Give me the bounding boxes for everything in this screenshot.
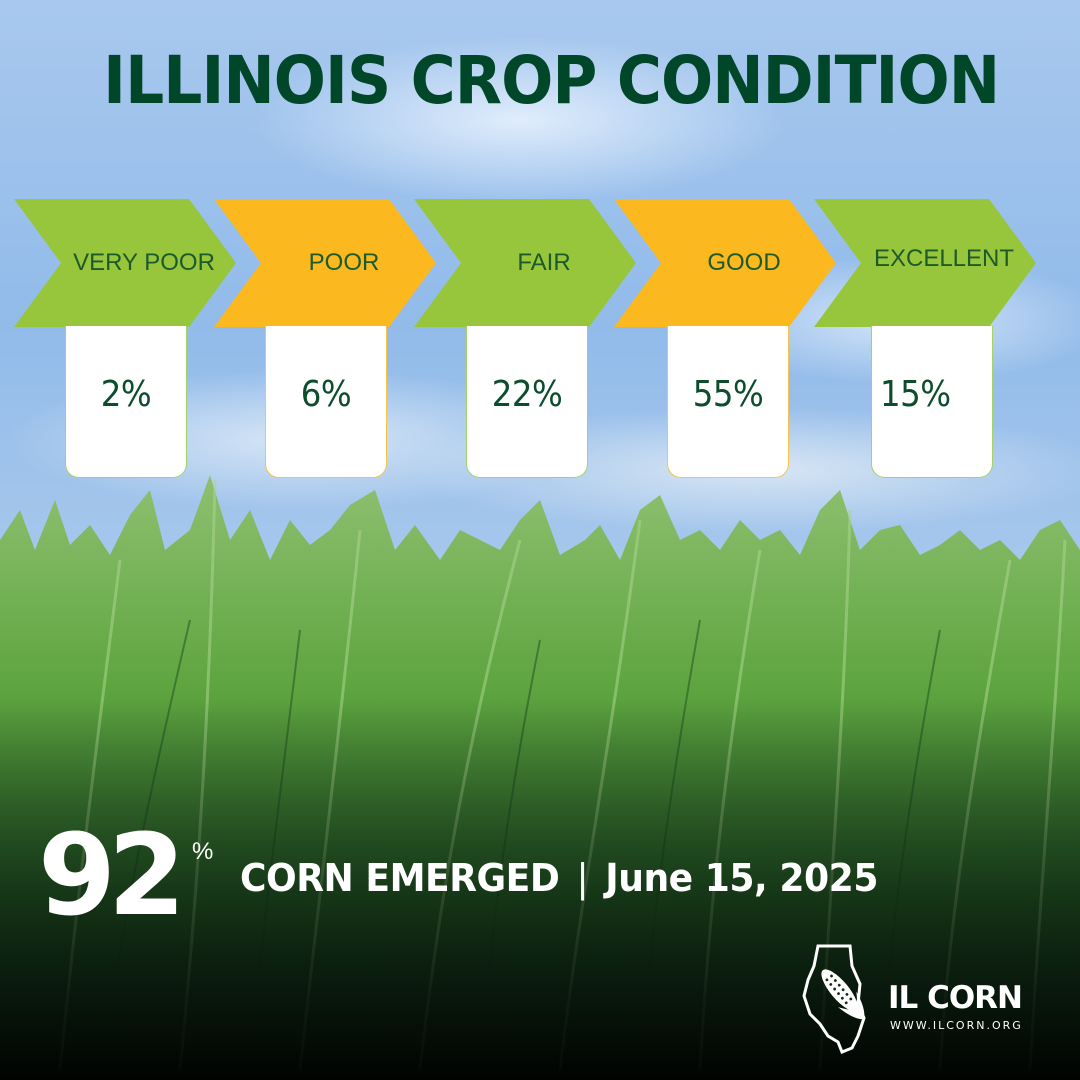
condition-value: 6% (300, 374, 352, 415)
condition-value: 15% (880, 374, 951, 415)
emerged-percent-sign: % (192, 838, 214, 865)
condition-value: 22% (491, 374, 563, 415)
report-date: June 15, 2025 (605, 856, 878, 900)
bottom-shade (0, 700, 1080, 1080)
page-title: ILLINOIS CROP CONDITION (103, 42, 1000, 119)
emerged-percent-number: 92 (38, 811, 186, 941)
emerged-caption: CORN EMERGED | June 15, 2025 (240, 856, 878, 900)
condition-fair: FAIR 22% (414, 199, 639, 529)
chevron-arrow-icon (414, 199, 636, 327)
condition-very-poor: VERY POOR 2% (14, 199, 239, 529)
logo-name: IL CORN (888, 980, 1023, 1016)
emerged-label: CORN EMERGED (240, 856, 560, 900)
chevron-arrow-icon (814, 199, 1036, 327)
condition-value: 2% (100, 374, 152, 415)
illinois-corn-icon (802, 944, 866, 1054)
condition-value: 55% (692, 374, 764, 415)
ilcorn-logo: IL CORN WWW.ILCORN.ORG (798, 944, 1038, 1054)
condition-label: EXCELLENT (873, 245, 1015, 272)
condition-value-card: 6% (265, 326, 387, 478)
chevron-arrow-icon (14, 199, 236, 327)
chevron-arrow-icon (214, 199, 436, 327)
logo-url[interactable]: WWW.ILCORN.ORG (890, 1019, 1023, 1032)
condition-label: FAIR (517, 249, 571, 276)
condition-value-card: 2% (65, 326, 187, 478)
condition-label: GOOD (707, 249, 781, 276)
condition-value-card: 22% (466, 326, 588, 478)
separator: | (576, 856, 589, 900)
condition-value-card: 15% (871, 326, 993, 478)
condition-excellent: EXCELLENT 15% (814, 199, 1039, 529)
condition-label: VERY POOR (73, 249, 215, 276)
chevron-arrow-icon (614, 199, 836, 327)
condition-poor: POOR 6% (214, 199, 439, 529)
condition-label: POOR (308, 249, 380, 276)
condition-value-card: 55% (667, 326, 789, 478)
condition-good: GOOD 55% (614, 199, 839, 529)
